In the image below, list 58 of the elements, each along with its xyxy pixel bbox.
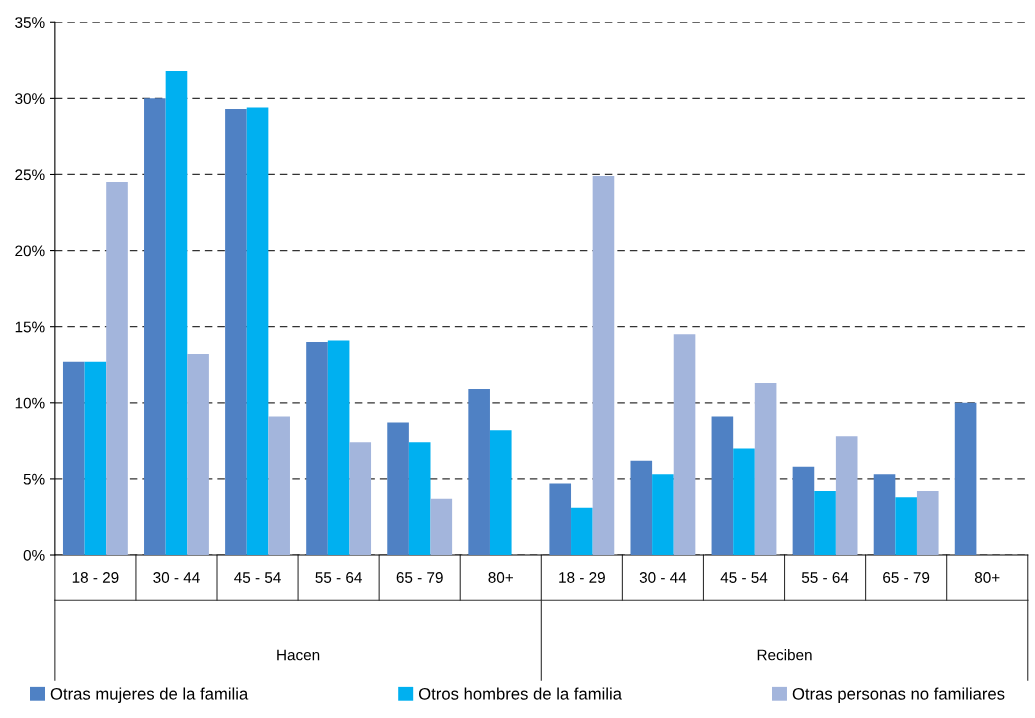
- bar: [489, 430, 512, 556]
- y-tick-label: 25%: [15, 169, 45, 181]
- x-tick-label: 18 - 29: [559, 572, 605, 583]
- bar: [225, 109, 247, 556]
- y-tick-label: 15%: [15, 321, 45, 333]
- bar: [954, 402, 977, 556]
- x-tick-label: 55 - 64: [801, 572, 849, 583]
- y-tick-label: 0%: [23, 549, 45, 561]
- bar: [144, 98, 166, 556]
- bar: [408, 442, 431, 556]
- legend-label: Otras personas no familiares: [792, 687, 1005, 703]
- x-tick-label: 80+: [488, 572, 513, 583]
- bar: [468, 389, 490, 556]
- x-tick-label: 55 - 64: [315, 572, 362, 583]
- bar: [792, 466, 815, 556]
- x-tick-label: 65 - 79: [883, 572, 930, 583]
- legend-label: Otros hombres de la familia: [418, 687, 622, 700]
- bar: [895, 497, 917, 556]
- bar: [733, 448, 755, 556]
- bar: [916, 491, 939, 556]
- bar: [187, 354, 209, 556]
- y-tick-label: 30%: [15, 93, 45, 105]
- bar: [873, 474, 896, 556]
- bar: [652, 474, 674, 556]
- x-tick-label: 45 - 54: [234, 572, 281, 583]
- y-tick-label: 20%: [15, 245, 45, 257]
- x-tick-label: 30 - 44: [153, 572, 200, 583]
- y-tick-label: 35%: [15, 17, 45, 28]
- legend-label: Otras mujeres de la familia: [50, 687, 249, 703]
- bar: [592, 176, 615, 556]
- bar: [327, 340, 350, 556]
- y-tick-label: 5%: [23, 473, 45, 485]
- bar: [630, 460, 653, 556]
- y-tick-label: 10%: [15, 397, 45, 409]
- bar: [387, 422, 409, 556]
- bar: [268, 416, 290, 556]
- text: Reciben: [757, 649, 812, 661]
- bar: [430, 498, 453, 556]
- bar: [549, 483, 572, 556]
- bar: [106, 182, 128, 556]
- x-tick-label: 65 - 79: [396, 572, 443, 583]
- text: Hacen: [277, 649, 320, 661]
- bar: [306, 341, 328, 556]
- bar: [814, 491, 836, 556]
- bar: [246, 107, 269, 556]
- bar: [349, 442, 372, 556]
- x-tick-label: 80+: [974, 572, 1000, 583]
- bar: [165, 70, 188, 556]
- bar: [673, 334, 696, 556]
- x-tick-label: 18 - 29: [72, 572, 119, 583]
- bar: [711, 416, 734, 556]
- bar: [754, 383, 777, 556]
- x-tick-label: 30 - 44: [639, 572, 687, 583]
- bar: [571, 507, 593, 556]
- bar: [835, 436, 858, 556]
- bar: [84, 361, 107, 556]
- bar: [62, 361, 85, 556]
- x-tick-label: 45 - 54: [720, 572, 768, 583]
